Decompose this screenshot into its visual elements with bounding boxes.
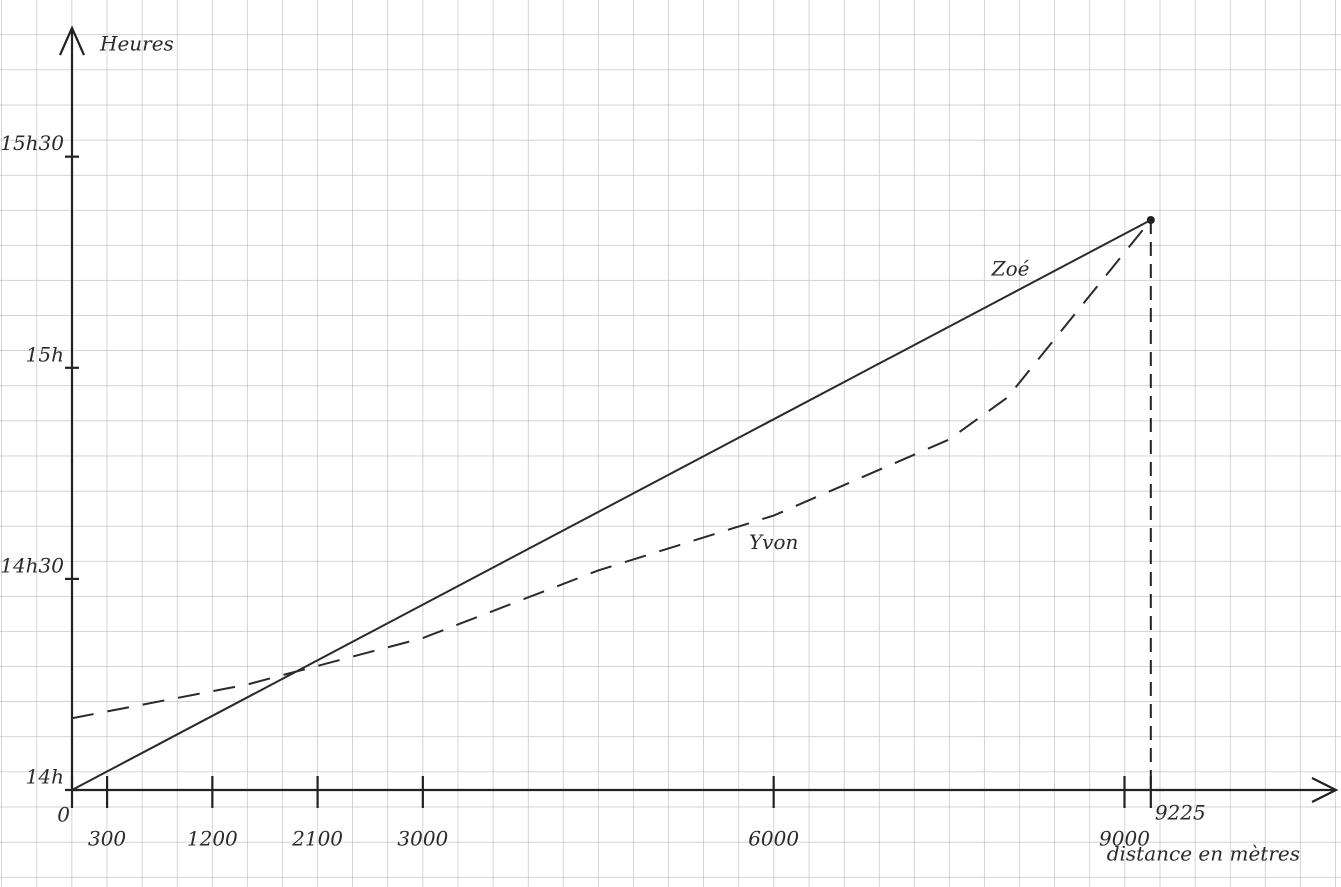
series-name: Zoé [991,257,1030,281]
x-tick-label: 9225 [1155,801,1206,825]
x-tick-label: 1200 [187,827,238,851]
graph-paper [0,0,1341,887]
x-tick-label: 3000 [397,827,448,851]
series-name: Yvon [749,530,798,554]
x-tick-label: 9000 [1099,827,1150,851]
x-tick-label: 2100 [291,827,343,851]
meeting-point [1147,216,1155,224]
chart: Heures distance en mètres 14h14h3015h15h… [0,0,1341,887]
x-tick-label: 6000 [748,827,799,851]
y-tick-label: 15h [26,342,64,366]
y-tick-label: 15h30 [0,131,64,155]
y-tick-label: 14h30 [0,553,64,577]
x-tick-label: 300 [88,827,126,851]
y-tick-label: 14h [26,765,64,789]
y-axis-label: Heures [99,32,174,56]
x-tick-label: 0 [57,803,70,827]
